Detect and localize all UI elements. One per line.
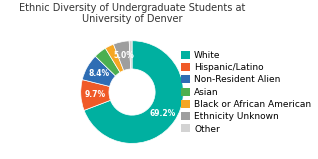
Title: Ethnic Diversity of Undergraduate Students at
University of Denver: Ethnic Diversity of Undergraduate Studen…	[19, 3, 245, 24]
Legend: White, Hispanic/Latino, Non-Resident Alien, Asian, Black or African American, Et: White, Hispanic/Latino, Non-Resident Ali…	[182, 51, 311, 134]
Wedge shape	[129, 41, 132, 69]
Wedge shape	[114, 41, 131, 71]
Text: 69.2%: 69.2%	[149, 109, 176, 118]
Wedge shape	[81, 80, 110, 110]
Text: 9.7%: 9.7%	[84, 90, 106, 99]
Wedge shape	[84, 41, 183, 143]
Text: 8.4%: 8.4%	[89, 69, 110, 78]
Wedge shape	[95, 48, 120, 76]
Text: 5.0%: 5.0%	[114, 51, 135, 60]
Wedge shape	[82, 56, 115, 86]
Wedge shape	[105, 44, 124, 72]
